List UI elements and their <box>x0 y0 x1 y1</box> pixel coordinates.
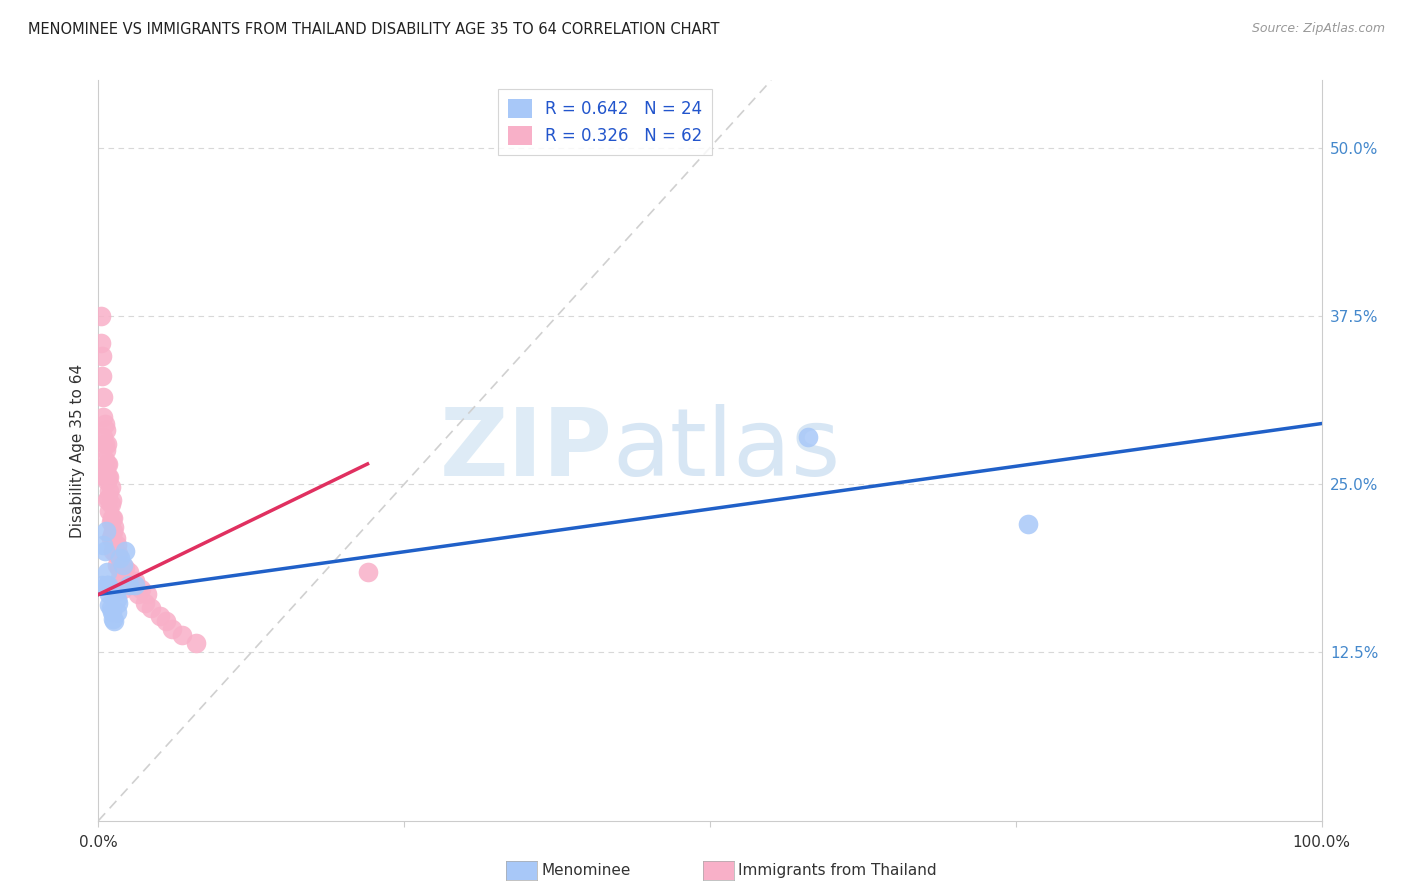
Point <box>111 558 134 572</box>
Point <box>103 538 125 552</box>
Text: atlas: atlas <box>612 404 841 497</box>
Point <box>100 601 122 615</box>
Point <box>91 369 114 384</box>
Point <box>90 309 112 323</box>
Point <box>97 457 120 471</box>
Point <box>124 574 146 588</box>
Point <box>118 565 141 579</box>
Point <box>101 524 124 539</box>
Point <box>93 453 115 467</box>
Point <box>94 423 117 437</box>
Point <box>107 596 129 610</box>
Point <box>136 587 159 601</box>
Point <box>115 574 138 588</box>
Point <box>356 565 378 579</box>
Text: Source: ZipAtlas.com: Source: ZipAtlas.com <box>1251 22 1385 36</box>
Point <box>100 497 122 511</box>
Point <box>94 443 117 458</box>
Point <box>100 480 122 494</box>
Point <box>98 483 121 498</box>
Point <box>105 558 128 572</box>
Point <box>96 436 118 450</box>
Point <box>155 615 177 629</box>
Point <box>97 491 120 505</box>
Point <box>94 524 117 539</box>
Point <box>93 470 115 484</box>
Point <box>160 623 183 637</box>
Point <box>101 605 124 619</box>
Text: ZIP: ZIP <box>439 404 612 497</box>
Point <box>110 571 132 585</box>
Point <box>91 349 114 363</box>
Point <box>101 510 124 524</box>
Point <box>101 612 124 626</box>
Point <box>93 417 115 431</box>
Point <box>91 409 114 424</box>
Point <box>111 578 134 592</box>
Point <box>104 584 127 599</box>
Point <box>797 430 820 444</box>
Point <box>114 544 136 558</box>
Point <box>104 531 127 545</box>
Point <box>186 636 208 650</box>
Point <box>129 582 152 596</box>
Point <box>101 493 124 508</box>
Point <box>1017 517 1039 532</box>
Point <box>96 565 118 579</box>
Point <box>97 470 120 484</box>
Point <box>100 515 122 529</box>
Point <box>108 560 131 574</box>
Point <box>98 470 121 484</box>
Point <box>93 544 115 558</box>
Point <box>96 493 118 508</box>
Point <box>100 531 122 545</box>
Point <box>94 464 117 478</box>
Point <box>111 565 134 579</box>
Y-axis label: Disability Age 35 to 64: Disability Age 35 to 64 <box>69 363 84 538</box>
Point <box>97 578 120 592</box>
Point <box>105 538 128 552</box>
Point <box>96 457 118 471</box>
Point <box>91 538 114 552</box>
Text: Immigrants from Thailand: Immigrants from Thailand <box>738 863 936 878</box>
Point <box>93 436 115 450</box>
Point <box>101 528 124 542</box>
Text: MENOMINEE VS IMMIGRANTS FROM THAILAND DISABILITY AGE 35 TO 64 CORRELATION CHART: MENOMINEE VS IMMIGRANTS FROM THAILAND DI… <box>28 22 720 37</box>
Point <box>91 390 114 404</box>
Point <box>124 578 146 592</box>
Point <box>149 609 172 624</box>
Point <box>98 504 121 518</box>
Point <box>107 547 129 561</box>
Point <box>103 615 125 629</box>
Point <box>96 475 118 489</box>
Legend: R = 0.642   N = 24, R = 0.326   N = 62: R = 0.642 N = 24, R = 0.326 N = 62 <box>498 88 711 155</box>
Point <box>91 430 114 444</box>
Point <box>139 601 162 615</box>
Point <box>134 596 156 610</box>
Point <box>121 578 143 592</box>
Point <box>103 520 125 534</box>
Text: Menominee: Menominee <box>541 863 631 878</box>
Point <box>105 591 128 606</box>
Point <box>170 628 193 642</box>
Point <box>90 335 112 350</box>
Point <box>110 551 132 566</box>
Point <box>96 578 118 592</box>
Point <box>118 578 141 592</box>
Point <box>91 578 114 592</box>
Point <box>98 599 121 613</box>
Point <box>98 587 121 601</box>
Point <box>101 544 124 558</box>
Point <box>127 587 149 601</box>
Point <box>104 547 127 561</box>
Point <box>114 560 136 574</box>
Point <box>111 582 134 596</box>
Point <box>105 605 128 619</box>
Point <box>101 510 124 524</box>
